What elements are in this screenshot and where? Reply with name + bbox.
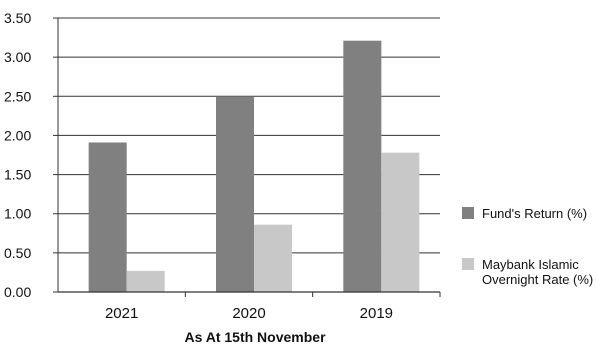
x-tick-labels: 2021 2020 2019 bbox=[105, 305, 393, 322]
y-tick-label: 0.00 bbox=[4, 284, 31, 300]
x-tick-label: 2019 bbox=[360, 305, 393, 322]
bar-funds-return-2019 bbox=[343, 40, 382, 293]
bar-funds-return-2021 bbox=[88, 142, 127, 292]
legend: Fund's Return (%) Maybank Islamic Overnigh… bbox=[462, 206, 593, 287]
bar-funds-return-2020 bbox=[216, 96, 254, 293]
legend-swatch bbox=[462, 207, 474, 219]
axes bbox=[53, 17, 441, 297]
x-tick-label: 2020 bbox=[232, 305, 265, 322]
bar-overnight-rate-2019 bbox=[381, 152, 420, 292]
legend-swatch bbox=[462, 258, 474, 270]
legend-label: Fund's Return (%) bbox=[482, 206, 587, 221]
x-axis-title: As At 15th November bbox=[184, 329, 326, 345]
y-tick-label: 2.00 bbox=[4, 127, 31, 143]
y-tick-label: 3.50 bbox=[4, 10, 31, 26]
bars bbox=[88, 40, 420, 293]
legend-label-line: Fund's Return (%) bbox=[482, 206, 587, 221]
bar-overnight-rate-2020 bbox=[254, 224, 292, 292]
y-tick-label: 2.50 bbox=[4, 88, 31, 104]
y-tick-label: 0.50 bbox=[4, 245, 31, 261]
y-tick-label: 3.00 bbox=[4, 49, 31, 65]
y-tick-label: 1.00 bbox=[4, 206, 31, 222]
legend-label-line: Maybank Islamic bbox=[482, 257, 579, 272]
x-tick-label: 2021 bbox=[105, 305, 138, 322]
y-tick-labels: 0.00 0.50 1.00 1.50 2.00 2.50 3.00 3.50 bbox=[4, 10, 31, 300]
legend-label-line: Overnight Rate (%) bbox=[482, 272, 593, 287]
bar-overnight-rate-2021 bbox=[126, 270, 165, 292]
legend-label: Maybank Islamic Overnight Rate (%) bbox=[482, 257, 593, 287]
y-tick-label: 1.50 bbox=[4, 167, 31, 183]
